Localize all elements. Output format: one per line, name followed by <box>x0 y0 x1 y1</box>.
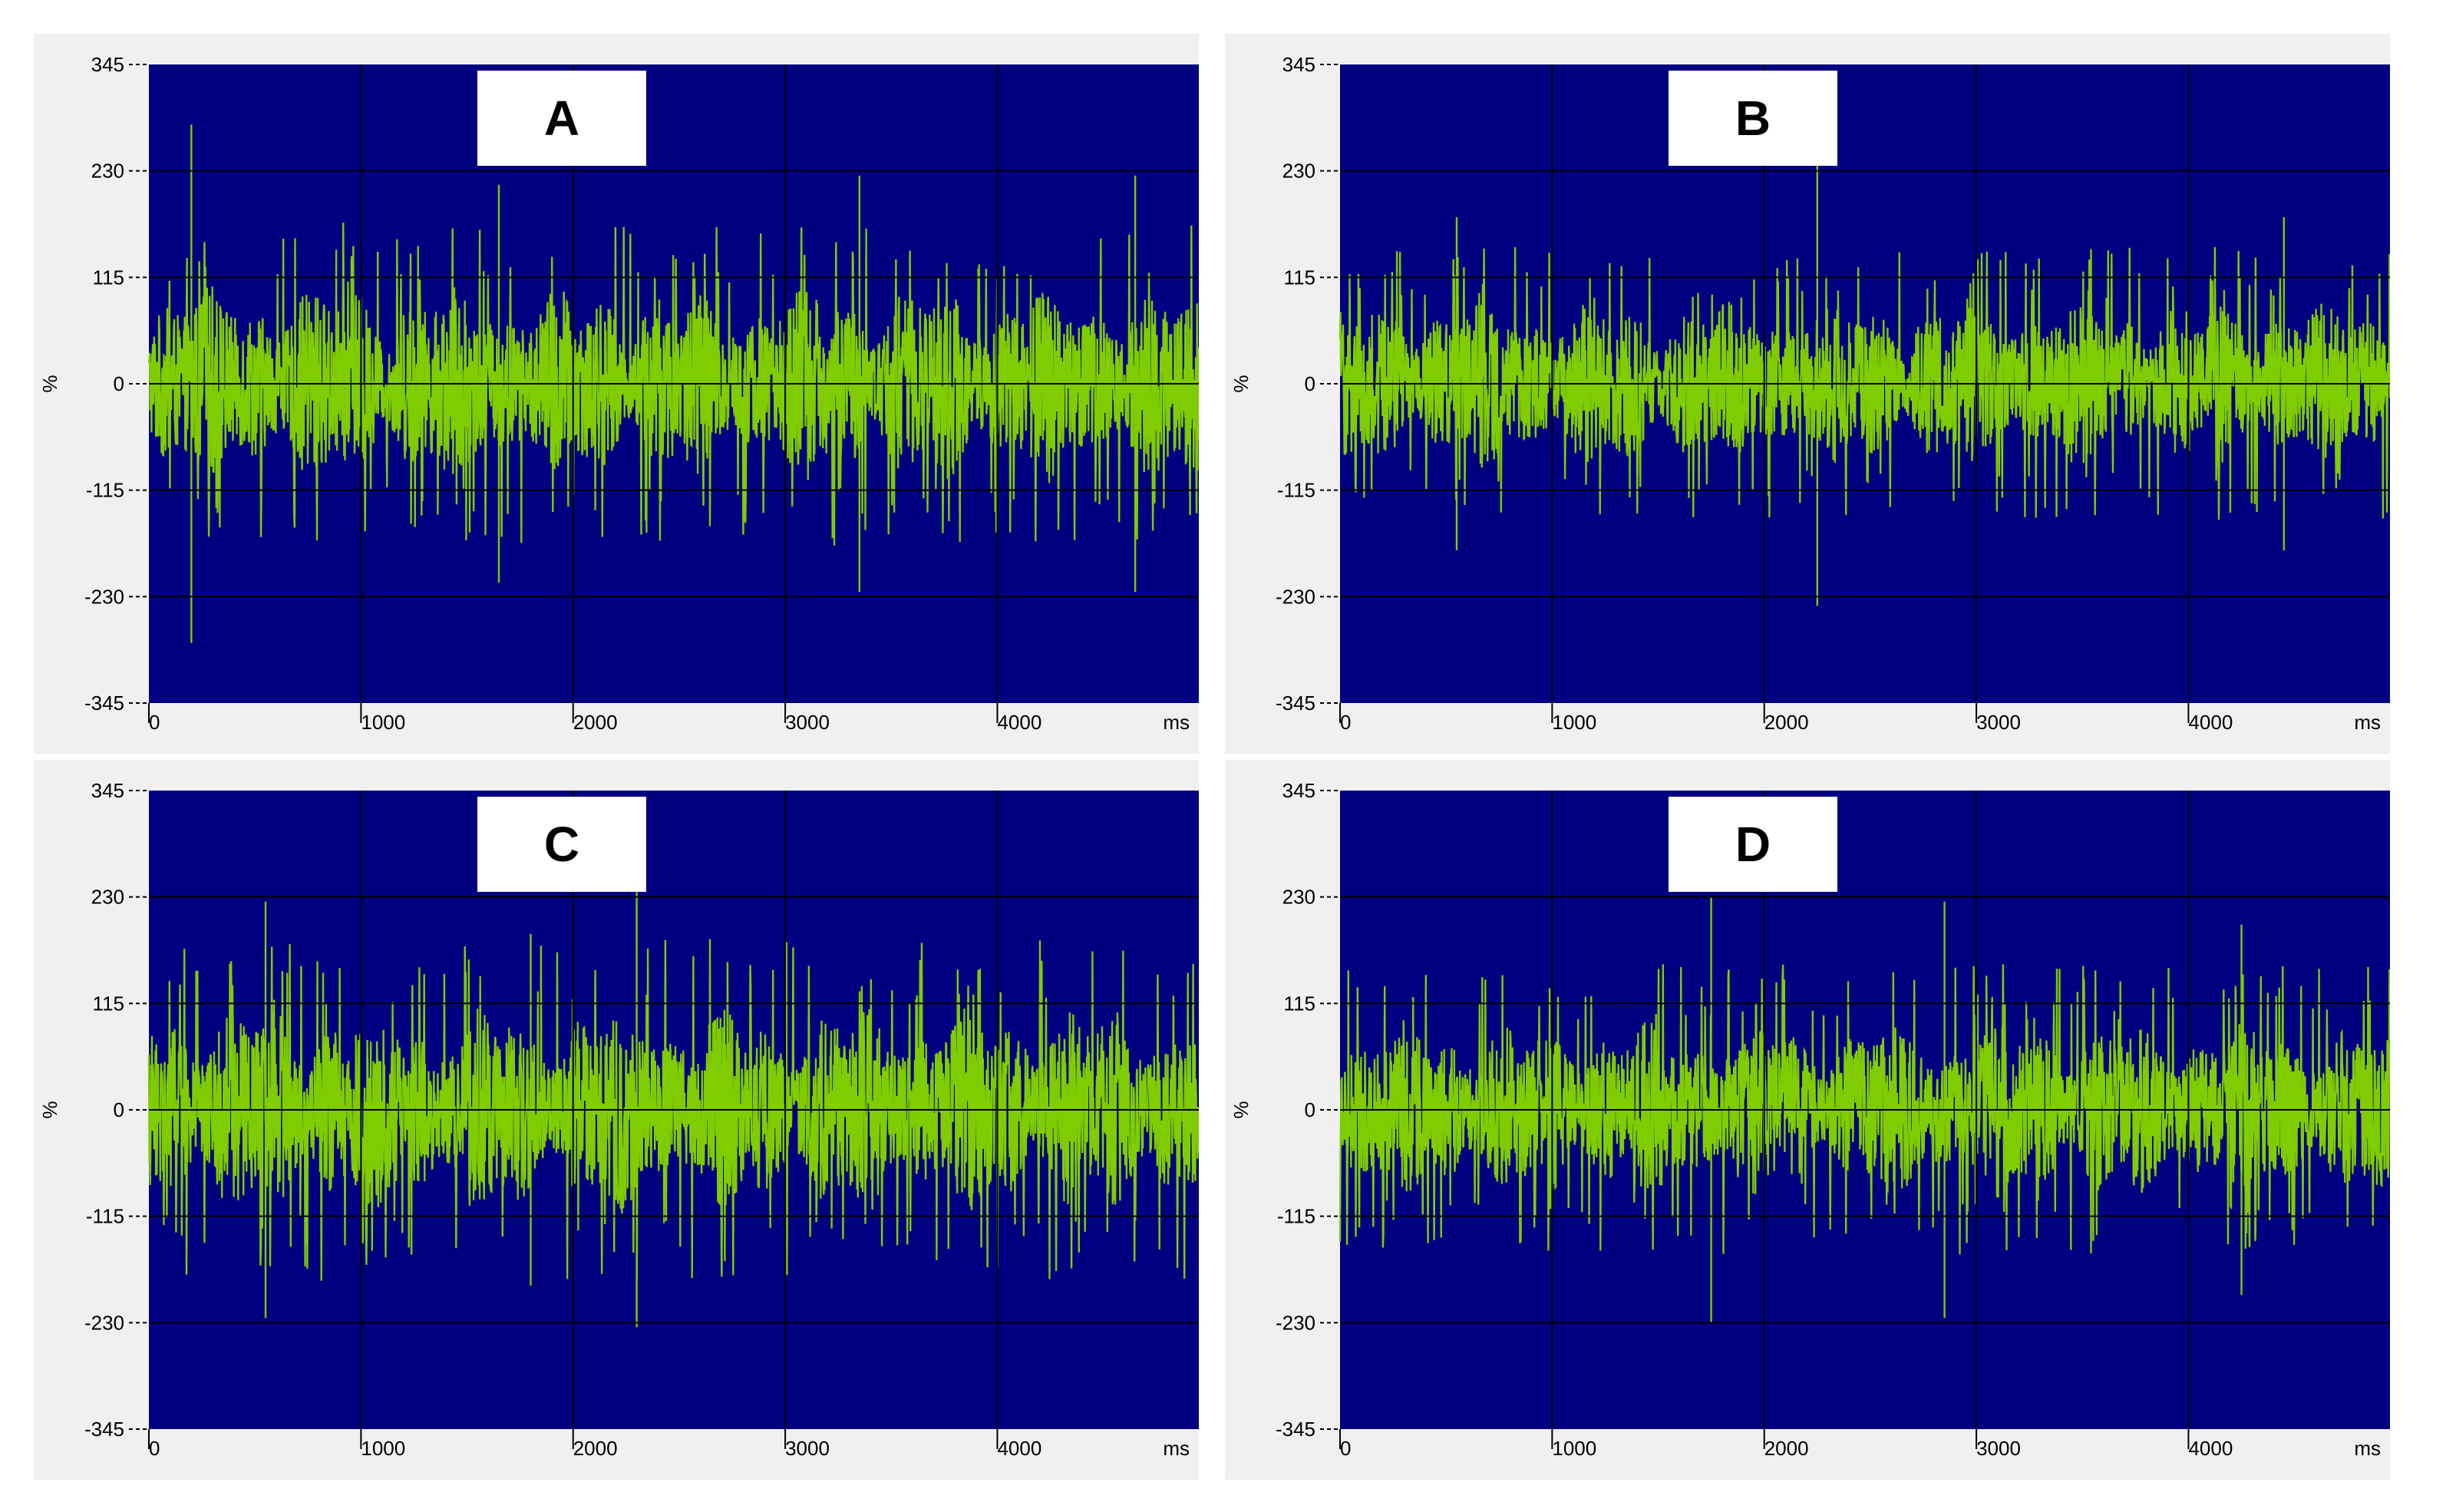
x-tick-label: 4000 <box>997 711 1041 734</box>
chart-svg: 345 230 115 0 -115 -230 -345 0 1000 2000 3000 4000 m… <box>1230 779 2390 1460</box>
x-unit-label: ms <box>2354 711 2381 734</box>
x-tick-label: 2000 <box>1764 1437 1809 1460</box>
x-tick-label: 3000 <box>1976 1437 2021 1460</box>
y-tick-label: 345 <box>91 53 124 76</box>
x-tick-label: 1000 <box>361 1437 405 1460</box>
y-tick-label: -345 <box>84 1418 124 1441</box>
y-tick-label: 230 <box>1282 886 1315 909</box>
x-tick-label: 3000 <box>785 1437 830 1460</box>
y-tick-label: -230 <box>1276 1311 1315 1334</box>
y-axis-label: % <box>1230 1101 1253 1118</box>
y-axis-label: % <box>38 375 61 392</box>
x-tick-label: 3000 <box>1976 711 2021 734</box>
x-tick-label: 4000 <box>2188 1437 2233 1460</box>
y-tick-label: -345 <box>1276 1418 1315 1441</box>
signal-series <box>147 124 1199 643</box>
x-tick-label: 0 <box>1340 711 1351 734</box>
chart-panel-a: 345 230 115 0 -115 -230 -345 0 1000 2000 3000 4000 m… <box>34 34 1199 754</box>
x-unit-label: ms <box>2354 1437 2381 1460</box>
panel-label-box <box>1669 797 1837 892</box>
panel-label: B <box>1735 91 1771 146</box>
chart-panel-b: 345 230 115 0 -115 -230 -345 0 1000 2000 3000 4000 m… <box>1225 34 2390 754</box>
y-tick-label: 230 <box>1282 160 1315 183</box>
y-tick-label: -115 <box>86 479 124 502</box>
y-tick-label: 115 <box>93 266 124 289</box>
y-tick-label: 115 <box>93 992 124 1015</box>
y-tick-label: -230 <box>1276 585 1315 608</box>
y-axis-label: % <box>38 1101 61 1118</box>
chart-panel-d: 345 230 115 0 -115 -230 -345 0 1000 2000 3000 4000 m… <box>1225 760 2390 1480</box>
signal-series <box>147 892 1199 1328</box>
x-unit-label: ms <box>1163 1437 1190 1460</box>
x-tick-label: 1000 <box>1552 711 1596 734</box>
x-tick-label: 1000 <box>361 711 405 734</box>
y-tick-label: 230 <box>91 160 124 183</box>
y-tick-label: 0 <box>114 372 124 395</box>
chart-svg: 345 230 115 0 -115 -230 -345 0 1000 2000 3000 4000 m… <box>38 53 1199 734</box>
x-tick-label: 4000 <box>2188 711 2233 734</box>
y-tick-label: -115 <box>1277 479 1315 502</box>
panel-label: A <box>544 91 579 146</box>
x-tick-label: 3000 <box>785 711 830 734</box>
chart-svg: 345 230 115 0 -115 -230 -345 0 1000 2000 3000 4000 m… <box>1230 53 2390 734</box>
y-tick-label: 0 <box>1305 372 1315 395</box>
panel-label-box <box>1669 71 1837 166</box>
panel-label-box <box>477 71 646 166</box>
y-tick-label: 115 <box>1284 266 1315 289</box>
y-tick-label: 345 <box>1282 53 1315 76</box>
x-tick-label: 2000 <box>573 711 618 734</box>
y-tick-label: 230 <box>91 886 124 909</box>
y-tick-label: 345 <box>91 779 124 802</box>
y-tick-label: -115 <box>1277 1205 1315 1228</box>
x-tick-label: 0 <box>149 1437 160 1460</box>
y-tick-label: -345 <box>84 692 124 715</box>
grid <box>1340 791 2390 1429</box>
grid <box>1340 64 2390 703</box>
x-tick-label: 2000 <box>573 1437 618 1460</box>
y-tick-label: -345 <box>1276 692 1315 715</box>
signal-series <box>1339 161 2390 606</box>
panel-label: D <box>1735 817 1771 872</box>
x-tick-label: 4000 <box>997 1437 1041 1460</box>
y-tick-label: 0 <box>1305 1098 1315 1121</box>
panel-label-box <box>477 797 646 892</box>
y-tick-label: 115 <box>1284 992 1315 1015</box>
y-axis-label: % <box>1230 375 1253 392</box>
chart-panel-c: 345 230 115 0 -115 -230 -345 0 1000 2000 3000 4000 m… <box>34 760 1199 1480</box>
chart-svg: 345 230 115 0 -115 -230 -345 0 1000 2000 3000 4000 m… <box>38 779 1199 1460</box>
x-unit-label: ms <box>1163 711 1190 734</box>
y-tick-label: -230 <box>84 585 124 608</box>
x-tick-label: 2000 <box>1764 711 1809 734</box>
y-tick-label: -115 <box>86 1205 124 1228</box>
y-tick-label: 0 <box>114 1098 124 1121</box>
grid <box>149 64 1199 703</box>
grid <box>149 791 1199 1429</box>
y-tick-label: 345 <box>1282 779 1315 802</box>
panel-label: C <box>544 817 579 872</box>
x-tick-label: 0 <box>149 711 160 734</box>
y-tick-label: -230 <box>84 1311 124 1334</box>
x-tick-label: 1000 <box>1552 1437 1596 1460</box>
x-tick-label: 0 <box>1340 1437 1351 1460</box>
